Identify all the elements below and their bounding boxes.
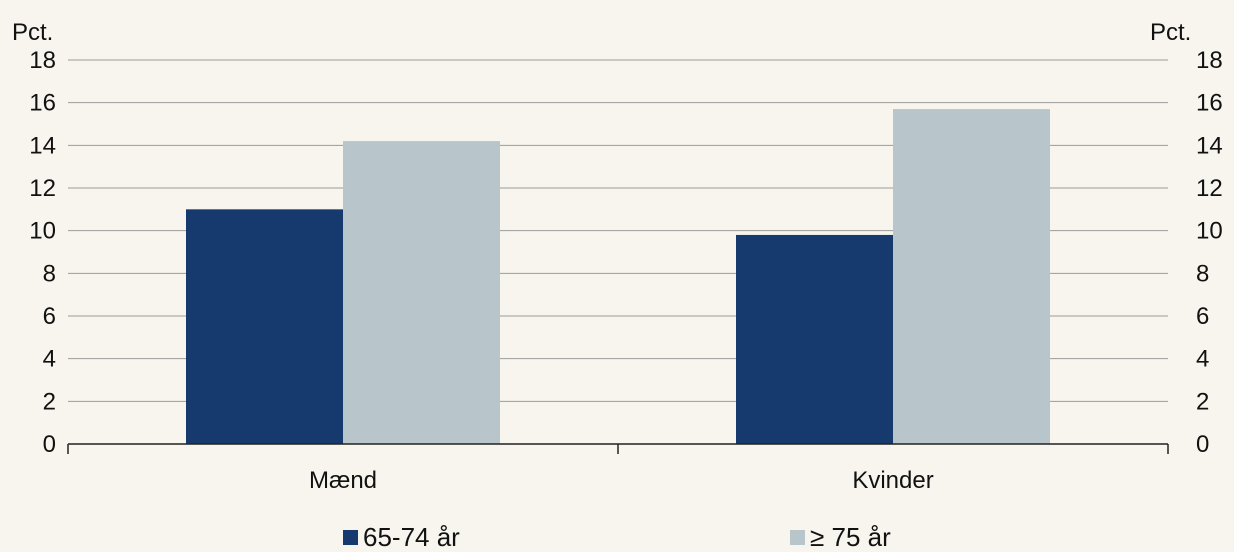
bar bbox=[343, 141, 500, 445]
y-tick-label-right: 0 bbox=[1196, 431, 1209, 458]
y-tick-label-right: 6 bbox=[1196, 303, 1209, 330]
right-axis-unit: Pct. bbox=[1150, 19, 1191, 46]
bar bbox=[736, 234, 893, 444]
category-label: Mænd bbox=[309, 467, 377, 494]
y-tick-label-left: 0 bbox=[43, 431, 56, 458]
bar bbox=[186, 209, 343, 444]
left-axis-unit: Pct. bbox=[12, 19, 53, 46]
legend-swatch bbox=[790, 530, 805, 545]
y-tick-label-left: 2 bbox=[43, 388, 56, 415]
y-tick-label-right: 18 bbox=[1196, 47, 1223, 74]
y-tick-label-right: 12 bbox=[1196, 175, 1223, 202]
category-label: Kvinder bbox=[852, 467, 933, 494]
legend-label: 65-74 år bbox=[363, 522, 460, 552]
y-tick-label-left: 18 bbox=[29, 47, 56, 74]
y-tick-label-right: 2 bbox=[1196, 388, 1209, 415]
y-tick-label-right: 10 bbox=[1196, 218, 1223, 245]
y-tick-label-right: 16 bbox=[1196, 90, 1223, 117]
bar bbox=[893, 109, 1050, 445]
y-tick-label-right: 4 bbox=[1196, 346, 1209, 373]
y-tick-label-right: 14 bbox=[1196, 132, 1223, 159]
y-tick-label-left: 14 bbox=[29, 132, 56, 159]
y-tick-label-left: 6 bbox=[43, 303, 56, 330]
y-tick-label-left: 16 bbox=[29, 90, 56, 117]
y-tick-label-left: 10 bbox=[29, 218, 56, 245]
y-tick-label-left: 8 bbox=[43, 260, 56, 287]
legend-swatch bbox=[343, 530, 358, 545]
y-tick-label-left: 4 bbox=[43, 346, 56, 373]
y-tick-label-right: 8 bbox=[1196, 260, 1209, 287]
legend-label: ≥ 75 år bbox=[810, 522, 891, 552]
y-tick-label-left: 12 bbox=[29, 175, 56, 202]
